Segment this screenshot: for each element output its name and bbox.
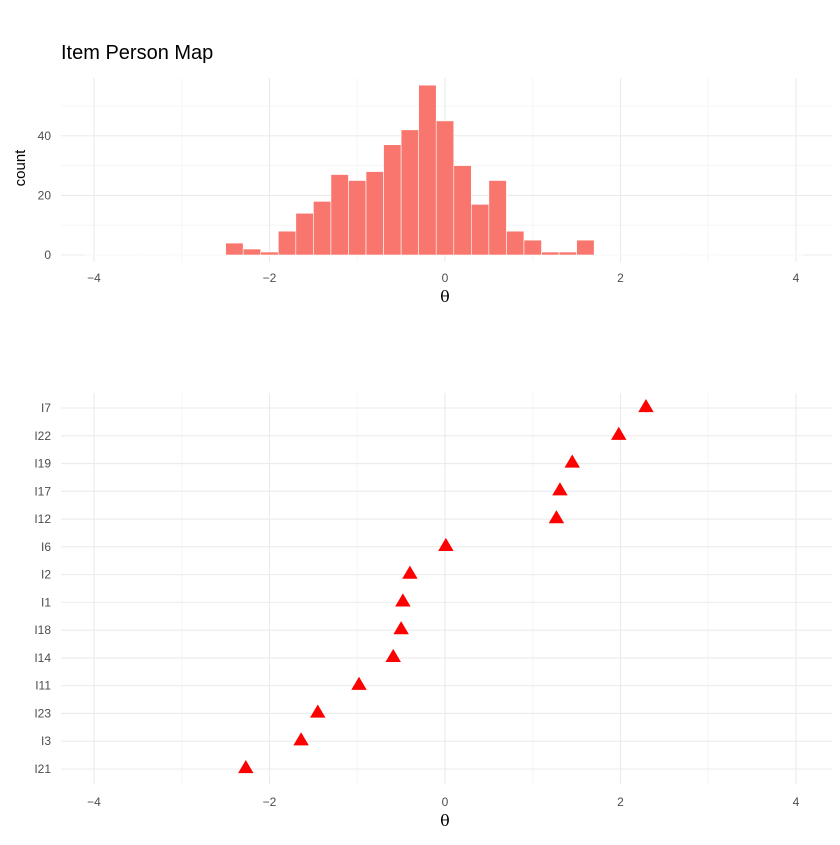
histogram-x-tick-label: −4	[87, 271, 101, 285]
histogram-bar	[331, 175, 349, 255]
item-triangle-marker	[402, 566, 417, 579]
item-triangle-marker	[310, 704, 325, 717]
item-y-tick-label: I12	[34, 512, 51, 526]
histogram-x-tick-label: 0	[442, 271, 449, 285]
item-triangle-marker	[549, 510, 564, 523]
histogram-bar	[313, 201, 331, 255]
histogram-bar	[489, 181, 507, 256]
histogram-bar	[384, 145, 402, 255]
histogram-bar	[348, 181, 366, 256]
item-x-tick-label: 4	[793, 795, 800, 809]
histogram-x-tick-label: −2	[263, 271, 277, 285]
item-y-tick-label: I6	[41, 540, 51, 554]
item-triangle-marker	[238, 760, 253, 773]
histogram-bar	[226, 243, 244, 255]
histogram-bar	[278, 231, 296, 255]
histogram-bar	[401, 130, 419, 255]
item-y-tick-label: I7	[41, 401, 51, 415]
item-y-tick-label: I14	[34, 651, 51, 665]
item-triangle-marker	[395, 593, 410, 606]
item-x-tick-label: 0	[442, 795, 449, 809]
item-grid	[61, 393, 832, 784]
histogram-bar	[577, 240, 595, 255]
histogram-x-axis-title: θ	[440, 287, 450, 306]
item-triangle-marker	[611, 427, 626, 440]
item-triangle-marker	[638, 399, 653, 412]
chart-title: Item Person Map	[61, 42, 213, 65]
histogram-bar	[471, 204, 489, 255]
histogram-bar	[243, 249, 261, 255]
item-y-tick-label: I2	[41, 568, 51, 582]
item-axis-labels: I21 I3 I23 I11 I14 I18 I1 I2 I6 I12 I17 I19 I22 I7 −4 −…	[34, 401, 799, 809]
histogram-y-tick-label: 40	[38, 129, 52, 143]
item-y-tick-label: I23	[34, 706, 51, 720]
item-y-tick-label: I3	[41, 734, 51, 748]
histogram-y-axis-title: count	[12, 149, 29, 187]
item-triangle-marker	[438, 538, 453, 551]
histogram-bar	[296, 213, 314, 255]
histogram-bar	[261, 252, 279, 255]
item-y-tick-label: I11	[35, 679, 51, 693]
histogram-bar	[366, 172, 384, 255]
item-y-tick-label: I1	[41, 595, 51, 609]
histogram-bar	[454, 166, 472, 255]
item-triangle-marker	[552, 482, 567, 495]
histogram-x-tick-label: 4	[793, 271, 800, 285]
item-x-tick-label: 2	[617, 795, 624, 809]
histogram-y-tick-label: 0	[44, 248, 51, 262]
histogram-bar	[524, 240, 542, 255]
item-y-tick-label: I19	[34, 457, 51, 471]
item-y-tick-label: I18	[34, 623, 51, 637]
item-triangle-marker	[293, 732, 308, 745]
item-y-tick-label: I22	[34, 429, 51, 443]
histogram-bar	[559, 252, 577, 255]
histogram-bar	[506, 231, 524, 255]
item-triangle-marker	[565, 455, 580, 468]
histogram-x-tick-label: 2	[617, 271, 624, 285]
item-triangle-marker	[386, 649, 401, 662]
item-triangle-marker	[351, 677, 366, 690]
item-markers	[238, 399, 654, 773]
item-triangle-marker	[393, 621, 408, 634]
item-y-tick-label: I21	[34, 762, 51, 776]
item-x-tick-label: −2	[263, 795, 277, 809]
histogram-bar	[542, 252, 560, 255]
histogram-bar	[419, 85, 437, 255]
item-x-axis-title: θ	[440, 811, 450, 830]
histogram-y-tick-label: 20	[38, 188, 52, 202]
histogram-bar	[436, 121, 454, 255]
item-y-tick-label: I17	[34, 484, 51, 498]
item-x-tick-label: −4	[87, 795, 101, 809]
